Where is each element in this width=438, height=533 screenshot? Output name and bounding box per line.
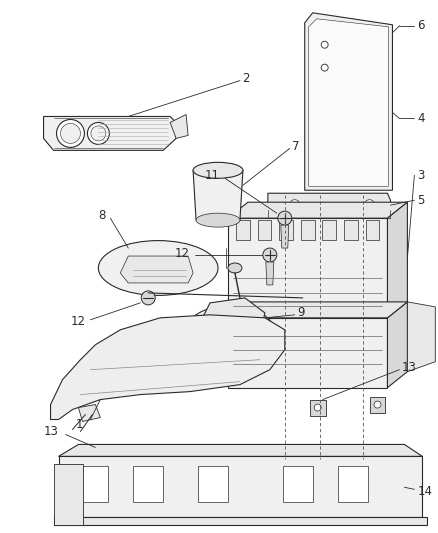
Polygon shape — [120, 256, 193, 283]
Polygon shape — [50, 315, 285, 419]
Text: 5: 5 — [417, 193, 425, 207]
Ellipse shape — [314, 404, 321, 411]
Ellipse shape — [185, 305, 275, 360]
Polygon shape — [301, 220, 314, 240]
Ellipse shape — [141, 291, 155, 305]
Polygon shape — [309, 19, 389, 186]
Text: 13: 13 — [44, 425, 59, 438]
Polygon shape — [59, 445, 422, 456]
Ellipse shape — [321, 41, 328, 48]
Text: 8: 8 — [98, 208, 106, 222]
Text: 9: 9 — [297, 306, 304, 319]
Polygon shape — [266, 262, 274, 285]
Ellipse shape — [99, 240, 218, 295]
Polygon shape — [78, 466, 108, 502]
Text: 12: 12 — [71, 316, 85, 328]
Ellipse shape — [57, 119, 85, 148]
Polygon shape — [78, 405, 100, 422]
Text: 11: 11 — [205, 169, 220, 182]
Polygon shape — [338, 466, 367, 502]
Ellipse shape — [366, 200, 374, 205]
Ellipse shape — [196, 213, 240, 227]
Text: 12: 12 — [175, 247, 190, 260]
Polygon shape — [43, 117, 176, 150]
Ellipse shape — [374, 401, 381, 408]
Text: 2: 2 — [242, 72, 249, 85]
Polygon shape — [281, 225, 289, 248]
Polygon shape — [344, 220, 358, 240]
Polygon shape — [388, 202, 407, 318]
Polygon shape — [388, 302, 407, 387]
Ellipse shape — [97, 452, 104, 459]
Text: 6: 6 — [417, 19, 425, 33]
Polygon shape — [53, 464, 83, 525]
Polygon shape — [279, 220, 293, 240]
Polygon shape — [59, 456, 422, 517]
Text: 7: 7 — [292, 140, 299, 153]
Ellipse shape — [278, 211, 292, 225]
Polygon shape — [228, 202, 407, 218]
Polygon shape — [53, 517, 427, 525]
Polygon shape — [193, 171, 243, 220]
Polygon shape — [133, 466, 163, 502]
Polygon shape — [200, 298, 265, 348]
Ellipse shape — [228, 263, 242, 273]
Polygon shape — [228, 318, 388, 387]
Text: 4: 4 — [417, 112, 425, 125]
Text: 1: 1 — [76, 418, 83, 431]
Polygon shape — [258, 220, 272, 240]
Ellipse shape — [291, 200, 299, 205]
Polygon shape — [305, 13, 392, 190]
Ellipse shape — [60, 124, 81, 143]
Ellipse shape — [321, 64, 328, 71]
Polygon shape — [228, 218, 388, 318]
Ellipse shape — [193, 163, 243, 178]
Polygon shape — [370, 397, 385, 413]
Polygon shape — [283, 466, 313, 502]
Polygon shape — [366, 220, 379, 240]
Polygon shape — [170, 115, 188, 139]
Text: 13: 13 — [401, 361, 416, 374]
Text: 3: 3 — [417, 169, 425, 182]
Polygon shape — [92, 447, 108, 463]
Ellipse shape — [91, 126, 106, 141]
Polygon shape — [268, 193, 390, 210]
Polygon shape — [236, 220, 250, 240]
Ellipse shape — [263, 248, 277, 262]
Polygon shape — [322, 220, 336, 240]
Polygon shape — [310, 400, 326, 416]
Polygon shape — [407, 302, 435, 372]
Polygon shape — [228, 302, 407, 318]
Text: 14: 14 — [417, 485, 432, 498]
Polygon shape — [198, 466, 228, 502]
Ellipse shape — [88, 123, 110, 144]
